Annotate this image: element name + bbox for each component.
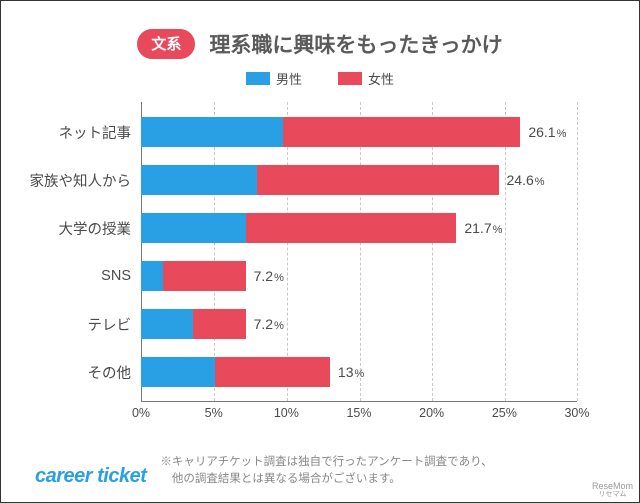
bar-value: 7.2% — [254, 316, 284, 332]
chart-header: 文系 理系職に興味をもったきっかけ — [35, 29, 605, 59]
bar-segment-female — [163, 261, 246, 291]
bar-segment-male — [141, 213, 246, 243]
brand-logo: career ticket — [35, 465, 146, 488]
x-tick: 30% — [564, 406, 589, 420]
bar-row: テレビ7.2% — [141, 309, 577, 339]
category-label: ネット記事 — [59, 122, 142, 143]
bar-segment-female — [246, 213, 457, 243]
bar-segment-female — [215, 357, 330, 387]
bar — [141, 261, 246, 291]
footer: career ticket ※キャリアチケット調査は独自で行ったアンケート調査で… — [35, 454, 605, 489]
bar — [141, 213, 456, 243]
bar — [141, 117, 520, 147]
bar-segment-male — [141, 165, 257, 195]
footnote: ※キャリアチケット調査は独自で行ったアンケート調査であり、 他の調査結果とは異な… — [160, 454, 492, 489]
legend-label-male: 男性 — [276, 69, 302, 88]
legend: 男性 女性 — [35, 69, 605, 88]
x-tick: 25% — [492, 406, 517, 420]
bar-value: 13% — [338, 364, 364, 380]
legend-label-female: 女性 — [368, 69, 394, 88]
bar-row: SNS7.2% — [141, 261, 577, 291]
plot-area: ネット記事26.1% 家族や知人から24.6% 大学の授業21.7% SNS7.2% テ… — [141, 102, 577, 402]
bar-segment-male — [141, 309, 193, 339]
chart-title: 理系職に興味をもったきっかけ — [209, 29, 502, 59]
bar-segment-male — [141, 357, 215, 387]
x-tick: 15% — [346, 406, 371, 420]
legend-female: 女性 — [338, 69, 394, 88]
chart-container: 文系 理系職に興味をもったきっかけ 男性 女性 ネット記事26.1%家族や知人か… — [1, 1, 639, 502]
x-tick: 10% — [274, 406, 299, 420]
bar-segment-female — [193, 309, 245, 339]
corner-logo-en: ReseMom — [592, 481, 633, 491]
bar-segment-female — [283, 117, 520, 147]
bar-segment-female — [257, 165, 498, 195]
bar-value: 21.7% — [464, 220, 502, 236]
bar-row: ネット記事26.1% — [141, 117, 577, 147]
corner-logo-jp: リセマム — [592, 491, 633, 498]
legend-swatch-male — [246, 72, 270, 85]
bar-value: 7.2% — [254, 268, 284, 284]
category-label: SNS — [101, 268, 141, 284]
x-tick: 20% — [419, 406, 444, 420]
bars: ネット記事26.1% 家族や知人から24.6% 大学の授業21.7% SNS7.2% テ… — [141, 102, 577, 402]
bar — [141, 165, 499, 195]
bar-row: 大学の授業21.7% — [141, 213, 577, 243]
category-label: 家族や知人から — [30, 170, 142, 191]
legend-swatch-female — [338, 72, 362, 85]
category-label: テレビ — [88, 314, 142, 335]
x-tick: 5% — [205, 406, 223, 420]
legend-male: 男性 — [246, 69, 302, 88]
bar — [141, 357, 330, 387]
category-label: 大学の授業 — [59, 218, 142, 239]
gridline — [577, 102, 578, 401]
x-tick: 0% — [132, 406, 150, 420]
bar — [141, 309, 246, 339]
bar-value: 24.6% — [507, 172, 545, 188]
category-label: その他 — [88, 362, 142, 383]
bar-value: 26.1% — [528, 124, 566, 140]
corner-logo: ReseMom リセマム — [592, 482, 633, 498]
bar-row: 家族や知人から24.6% — [141, 165, 577, 195]
bar-segment-male — [141, 117, 283, 147]
x-axis-ticks: 0%5%10%15%20%25%30% — [141, 402, 577, 424]
bar-row: その他13% — [141, 357, 577, 387]
bar-segment-male — [141, 261, 163, 291]
category-pill: 文系 — [137, 29, 195, 59]
